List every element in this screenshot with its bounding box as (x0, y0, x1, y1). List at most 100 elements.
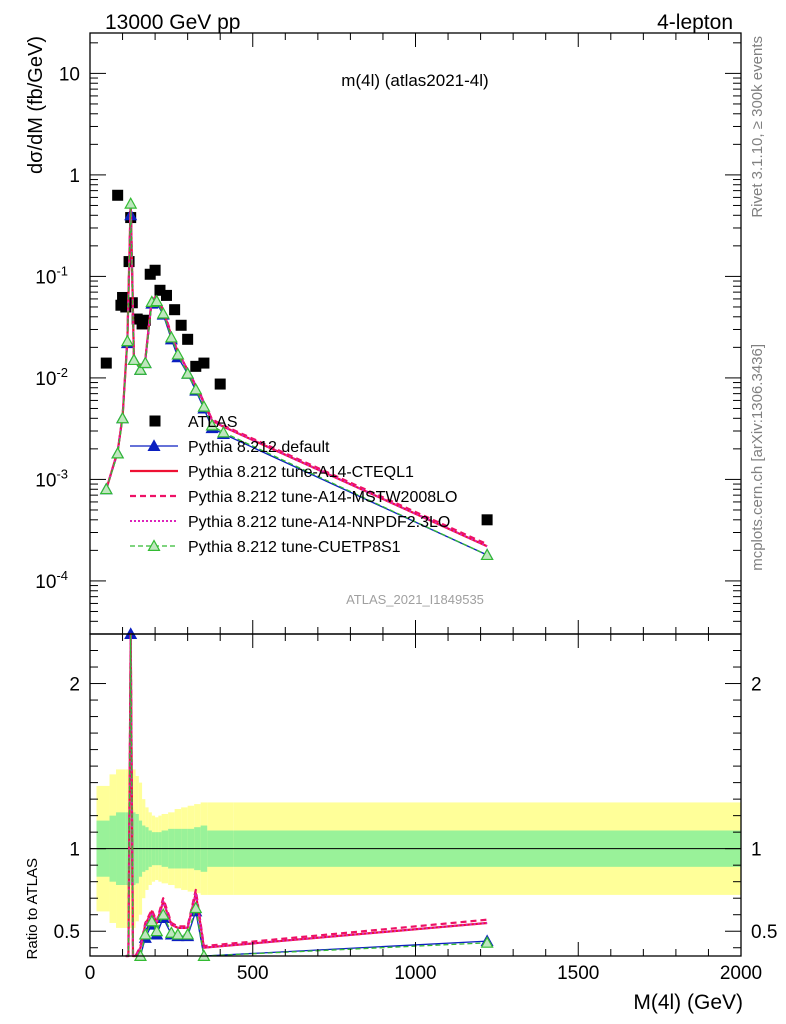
data-point (481, 514, 493, 526)
ratio-point (171, 927, 185, 940)
ratio-y-tick-label-left: 2 (69, 675, 80, 696)
ratio-line (125, 633, 488, 957)
series-point (189, 382, 203, 395)
series-point (197, 400, 211, 412)
rivet-version-label: Rivet 3.1.10, ≥ 300k events (749, 36, 766, 218)
data-point (214, 378, 226, 390)
ratio-line (125, 632, 488, 958)
legend: ATLAS Pythia 8.212 default Pythia 8.212 tu… (130, 414, 457, 556)
x-tick-label: 500 (237, 963, 269, 984)
legend-label: Pythia 8.212 tune-A14-MSTW2008LO (188, 489, 457, 506)
legend-marker (147, 439, 161, 451)
data-point (120, 301, 132, 313)
data-point (117, 291, 129, 303)
series-point (120, 334, 134, 347)
series-point (150, 294, 164, 307)
legend-entry-pythia-8-212-tune-a14-mstw2008lo: Pythia 8.212 tune-A14-MSTW2008LO (130, 489, 457, 506)
ratio-point (156, 907, 170, 920)
series-point (156, 306, 170, 319)
x-axis-title: M(4l) (GeV) (633, 991, 743, 1014)
ratio-series-pythia-8-212-tune-a14-nnpdf2-3lo (125, 633, 488, 957)
x-tick-label: 2000 (720, 963, 762, 984)
data-point (175, 319, 187, 331)
x-tick-label: 1500 (557, 963, 599, 984)
ratio-y-axis-title: Ratio to ATLAS (24, 858, 41, 959)
main-series-layer (99, 189, 494, 561)
legend-marker (147, 539, 161, 552)
legend-symbol (149, 415, 161, 427)
series-point (127, 353, 141, 366)
data-point (154, 284, 166, 296)
series-point (138, 356, 152, 369)
ratio-series-pythia-8-212-tune-a14-cteql1 (125, 632, 488, 958)
ratio-point (181, 927, 195, 940)
series-point (164, 330, 178, 343)
series-point (205, 418, 219, 431)
ratio-y-tick-label-right: 0.5 (751, 922, 777, 943)
ratio-point (150, 924, 164, 937)
ratio-series-pythia-8-212-tune-cuetp8s1 (125, 633, 494, 962)
legend-entry-atlas: ATLAS (149, 414, 238, 431)
ratio-y-tick-label-left: 1 (69, 840, 80, 861)
series-point (216, 425, 230, 438)
data-point (160, 289, 172, 301)
plot-title: m(4l) (atlas2021-4l) (341, 71, 488, 90)
ratio-series-layer (124, 627, 494, 962)
ratio-line (125, 633, 488, 957)
energy-label: 13000 GeV pp (105, 11, 240, 34)
series-pythia-8-212-tune-cuetp8s1 (99, 196, 494, 561)
data-point (100, 357, 112, 369)
y-tick-label: 10-3 (35, 466, 68, 491)
ratio-point (189, 901, 203, 914)
series-pythia-8-212-default (99, 208, 494, 561)
legend-entry-pythia-8-212-tune-a14-cteql1: Pythia 8.212 tune-A14-CTEQL1 (130, 464, 414, 481)
y-tick-label: 10-1 (35, 263, 68, 288)
legend-entry-pythia-8-212-tune-a14-nnpdf2-3lo: Pythia 8.212 tune-A14-NNPDF2.3LO (130, 514, 450, 531)
x-tick-label: 1000 (394, 963, 436, 984)
legend-entry-pythia-8-212-tune-cuetp8s1: Pythia 8.212 tune-CUETP8S1 (130, 539, 401, 556)
process-label: 4-lepton (657, 11, 733, 34)
legend-label: Pythia 8.212 tune-CUETP8S1 (188, 539, 401, 556)
data-point (198, 357, 210, 369)
series-point (133, 363, 147, 375)
ratio-series-pythia-8-212-tune-a14-mstw2008lo (125, 632, 488, 958)
data-point (149, 264, 161, 276)
data-point (182, 333, 194, 345)
y-tick-label: 10-2 (35, 365, 68, 390)
ratio-series-pythia-8-212-default (124, 627, 494, 957)
series-point (480, 548, 494, 561)
series-point (111, 446, 125, 459)
ratio-y-tick-label-right: 2 (751, 675, 762, 696)
legend-label: ATLAS (188, 414, 238, 431)
legend-label: Pythia 8.212 tune-A14-NNPDF2.3LO (188, 514, 450, 531)
x-tick-label: 0 (85, 963, 96, 984)
axis-ticks: 0 500 1000 1500 2000 10 1 10-1 10-2 10-3 10-4 0.5 0.… (35, 33, 777, 984)
ratio-panel-frame (89, 633, 742, 957)
data-point (112, 189, 124, 201)
legend-label: Pythia 8.212 tune-A14-CTEQL1 (188, 464, 414, 481)
data-point (169, 304, 181, 316)
main-y-axis-title: dσ/dM (fb/GeV) (25, 36, 47, 174)
series-point (171, 347, 185, 360)
data-point (190, 360, 202, 372)
ratio-line (125, 632, 488, 958)
legend-entry-pythia-8-212-default: Pythia 8.212 default (130, 439, 330, 456)
y-tick-label: 1 (69, 166, 80, 187)
series-point (99, 482, 113, 495)
series-point (116, 411, 130, 424)
ratio-point (480, 936, 494, 948)
y-tick-label: 10 (59, 64, 80, 85)
series-point (181, 366, 195, 379)
ratio-y-tick-label-left: 0.5 (54, 922, 80, 943)
mcplots-credit-label: mcplots.cern.ch [arXiv:1306.3436] (749, 344, 766, 571)
series-point (124, 196, 138, 209)
ratio-y-tick-label-right: 1 (751, 840, 762, 861)
data-point (139, 314, 151, 326)
ratio-point (138, 927, 152, 940)
ratio-line (125, 633, 488, 957)
legend-label: Pythia 8.212 default (188, 439, 330, 456)
y-tick-label: 10-4 (35, 568, 68, 593)
analysis-id-label: ATLAS_2021_I1849535 (346, 592, 484, 607)
ratio-point (145, 914, 159, 927)
